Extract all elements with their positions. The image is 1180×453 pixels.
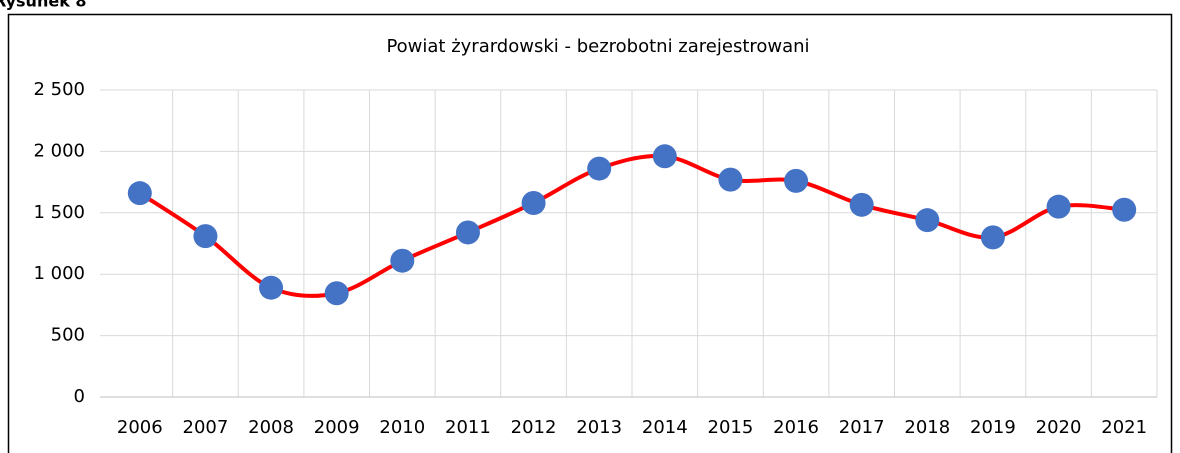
x-tick-label: 2013	[576, 417, 622, 438]
chart-title: Powiat żyrardowski - bezrobotni zarejest…	[386, 36, 809, 57]
x-tick-label: 2012	[511, 417, 557, 438]
point-marker	[324, 281, 349, 306]
x-tick-label: 2007	[183, 417, 229, 438]
x-tick-label: 2015	[708, 417, 754, 438]
point-marker	[1046, 194, 1071, 219]
x-tick-label: 2019	[970, 417, 1016, 438]
x-tick-label: 2017	[839, 417, 885, 438]
point-marker	[1112, 197, 1137, 222]
x-tick-label: 2009	[314, 417, 360, 438]
x-tick-label: 2016	[773, 417, 819, 438]
x-tick-label: 2021	[1101, 417, 1147, 438]
x-tick-label: 2006	[117, 417, 163, 438]
x-tick-label: 2014	[642, 417, 688, 438]
y-tick-label: 1 500	[33, 202, 85, 223]
series-line	[138, 153, 1125, 298]
point-marker	[259, 275, 284, 300]
y-tick-label: 2 500	[33, 79, 85, 100]
point-marker	[587, 156, 612, 181]
y-tick-label: 0	[74, 386, 85, 407]
x-tick-label: 2018	[904, 417, 950, 438]
y-tick-label: 1 000	[33, 263, 85, 284]
y-tick-label: 500	[51, 325, 85, 346]
point-marker	[915, 208, 940, 233]
point-marker	[652, 144, 677, 169]
point-marker	[980, 225, 1005, 250]
point-marker	[849, 192, 874, 217]
x-tick-label: 2008	[248, 417, 294, 438]
point-marker	[784, 168, 809, 193]
y-tick-label: 2 000	[33, 140, 85, 161]
caption: Rysunek 8	[0, 0, 87, 11]
point-marker	[521, 190, 546, 215]
point-marker	[127, 181, 152, 206]
x-tick-label: 2020	[1036, 417, 1082, 438]
point-marker	[718, 167, 743, 192]
point-marker	[193, 224, 218, 249]
point-marker	[390, 248, 415, 273]
x-tick-label: 2010	[379, 417, 425, 438]
point-marker	[455, 220, 480, 245]
x-tick-label: 2011	[445, 417, 491, 438]
